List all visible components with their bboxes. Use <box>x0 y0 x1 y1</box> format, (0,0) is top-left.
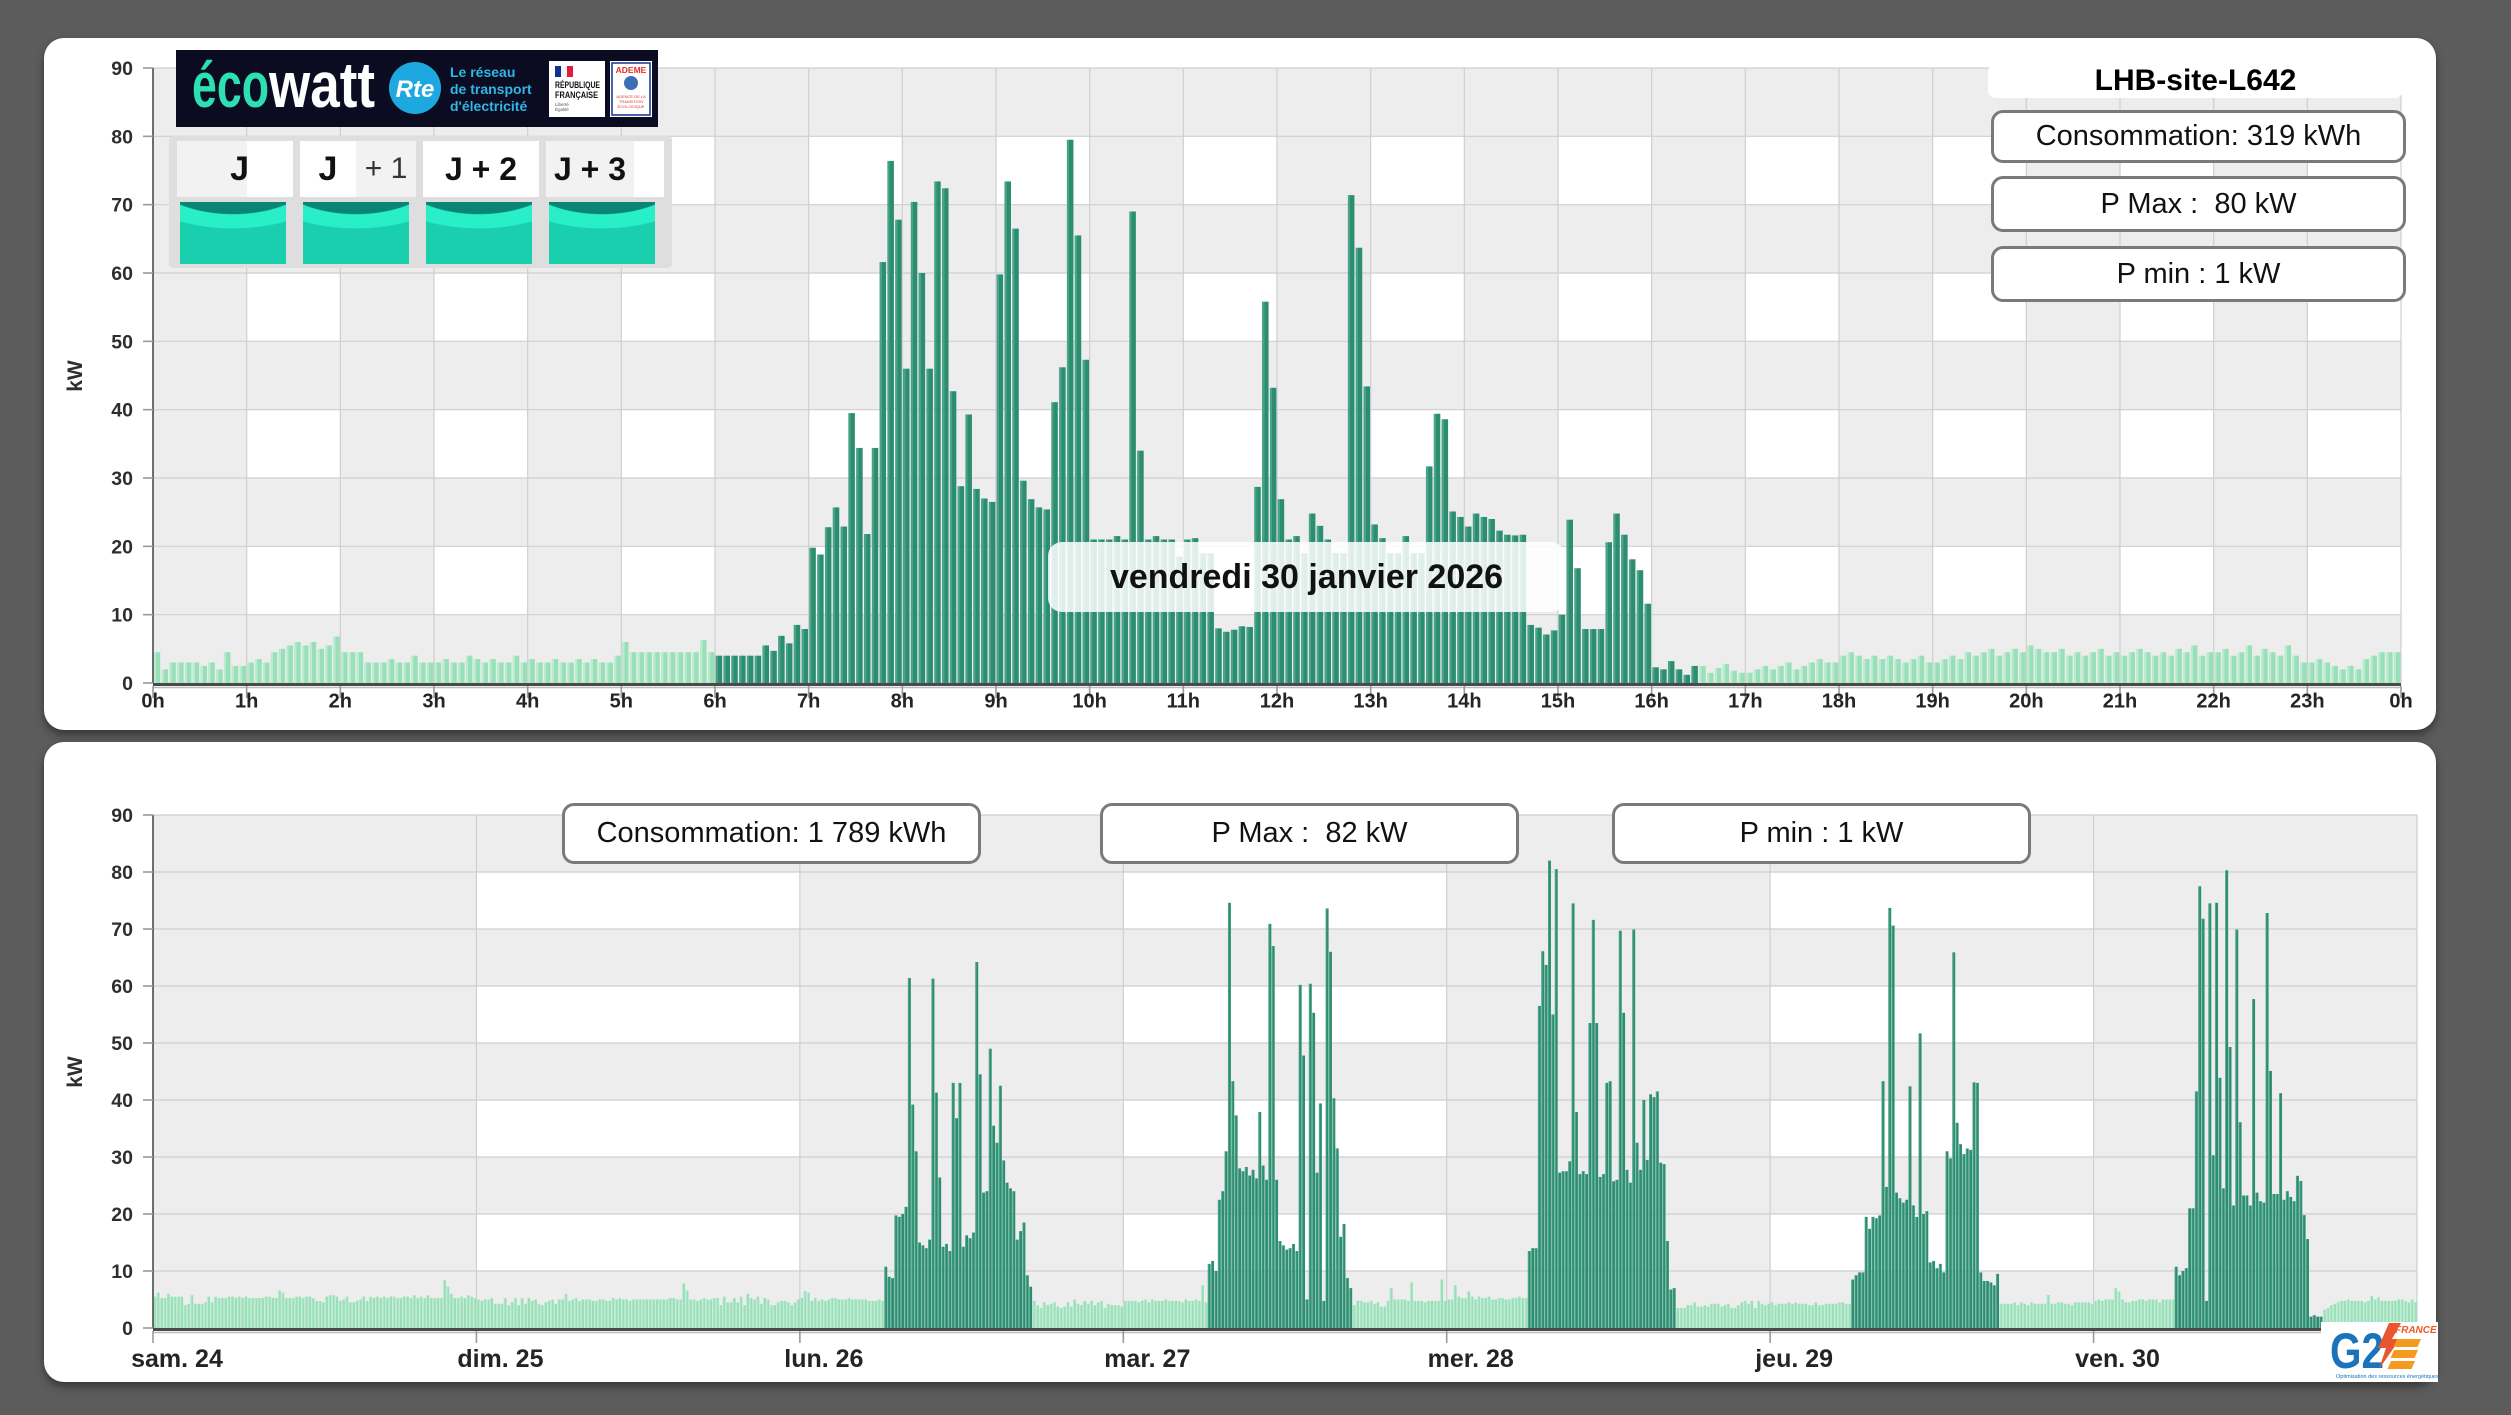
svg-text:8h: 8h <box>891 691 914 713</box>
svg-text:watt: watt <box>268 50 375 121</box>
svg-text:dim. 25: dim. 25 <box>457 1345 543 1373</box>
svg-text:Optimisation des ressources én: Optimisation des ressources énergétiques <box>2336 1374 2438 1380</box>
svg-text:Le réseau: Le réseau <box>450 64 515 80</box>
svg-text:90: 90 <box>111 58 133 80</box>
svg-text:17h: 17h <box>1728 691 1762 713</box>
svg-text:ÉCOLOGIQUE: ÉCOLOGIQUE <box>618 104 645 109</box>
svg-text:30: 30 <box>111 468 133 490</box>
svg-text:30: 30 <box>111 1147 133 1169</box>
svg-text:1h: 1h <box>235 691 258 713</box>
svg-text:19h: 19h <box>1915 691 1949 713</box>
svg-text:éco: éco <box>192 50 269 121</box>
svg-text:16h: 16h <box>1634 691 1668 713</box>
svg-text:80: 80 <box>111 126 133 148</box>
svg-text:TRANSITION: TRANSITION <box>619 99 643 104</box>
svg-text:20: 20 <box>111 1204 133 1226</box>
svg-text:Liberté: Liberté <box>555 102 569 107</box>
svg-text:80: 80 <box>111 862 133 884</box>
svg-text:AGENCE DE LA: AGENCE DE LA <box>616 94 646 99</box>
svg-text:13h: 13h <box>1353 691 1387 713</box>
svg-text:15h: 15h <box>1541 691 1575 713</box>
svg-text:23h: 23h <box>2290 691 2324 713</box>
svg-text:Rte: Rte <box>396 76 435 103</box>
svg-text:6h: 6h <box>703 691 726 713</box>
svg-text:60: 60 <box>111 263 133 285</box>
svg-text:40: 40 <box>111 1090 133 1112</box>
svg-text:kW: kW <box>64 1056 87 1088</box>
svg-text:7h: 7h <box>797 691 820 713</box>
svg-text:70: 70 <box>111 919 133 941</box>
svg-text:FRANÇAISE: FRANÇAISE <box>555 90 598 101</box>
svg-text:20: 20 <box>111 536 133 558</box>
svg-text:0h: 0h <box>141 691 164 713</box>
svg-text:12h: 12h <box>1260 691 1294 713</box>
svg-text:10h: 10h <box>1072 691 1106 713</box>
svg-text:60: 60 <box>111 976 133 998</box>
svg-text:14h: 14h <box>1447 691 1481 713</box>
svg-text:sam. 24: sam. 24 <box>131 1345 223 1373</box>
svg-text:4h: 4h <box>516 691 539 713</box>
svg-text:FRANCE: FRANCE <box>2395 1325 2437 1336</box>
svg-text:40: 40 <box>111 400 133 422</box>
svg-text:Égalité: Égalité <box>555 106 569 112</box>
svg-text:21h: 21h <box>2103 691 2137 713</box>
svg-text:mer. 28: mer. 28 <box>1428 1345 1514 1373</box>
svg-text:RÉPUBLIQUE: RÉPUBLIQUE <box>555 80 600 91</box>
svg-text:11h: 11h <box>1167 691 1200 713</box>
svg-text:d'électricité: d'électricité <box>450 98 527 114</box>
svg-text:lun. 26: lun. 26 <box>784 1345 863 1373</box>
svg-text:ADEME: ADEME <box>616 65 647 75</box>
svg-text:50: 50 <box>111 331 133 353</box>
svg-text:0: 0 <box>122 1318 133 1340</box>
svg-text:50: 50 <box>111 1033 133 1055</box>
svg-text:0h: 0h <box>2389 691 2412 713</box>
svg-text:22h: 22h <box>2196 691 2230 713</box>
svg-text:ven. 30: ven. 30 <box>2075 1345 2160 1373</box>
svg-text:3h: 3h <box>422 691 445 713</box>
svg-text:kW: kW <box>64 360 87 392</box>
svg-text:10: 10 <box>111 605 133 627</box>
svg-text:jeu. 29: jeu. 29 <box>1754 1345 1833 1373</box>
svg-text:90: 90 <box>111 805 133 827</box>
svg-text:G2: G2 <box>2330 1323 2384 1379</box>
svg-text:70: 70 <box>111 195 133 217</box>
svg-text:mar. 27: mar. 27 <box>1104 1345 1190 1373</box>
svg-text:18h: 18h <box>1822 691 1856 713</box>
svg-text:20h: 20h <box>2009 691 2043 713</box>
svg-text:10: 10 <box>111 1261 133 1283</box>
svg-text:9h: 9h <box>984 691 1007 713</box>
svg-text:0: 0 <box>122 673 133 695</box>
svg-text:de transport: de transport <box>450 81 532 97</box>
svg-text:5h: 5h <box>610 691 633 713</box>
svg-text:2h: 2h <box>329 691 352 713</box>
